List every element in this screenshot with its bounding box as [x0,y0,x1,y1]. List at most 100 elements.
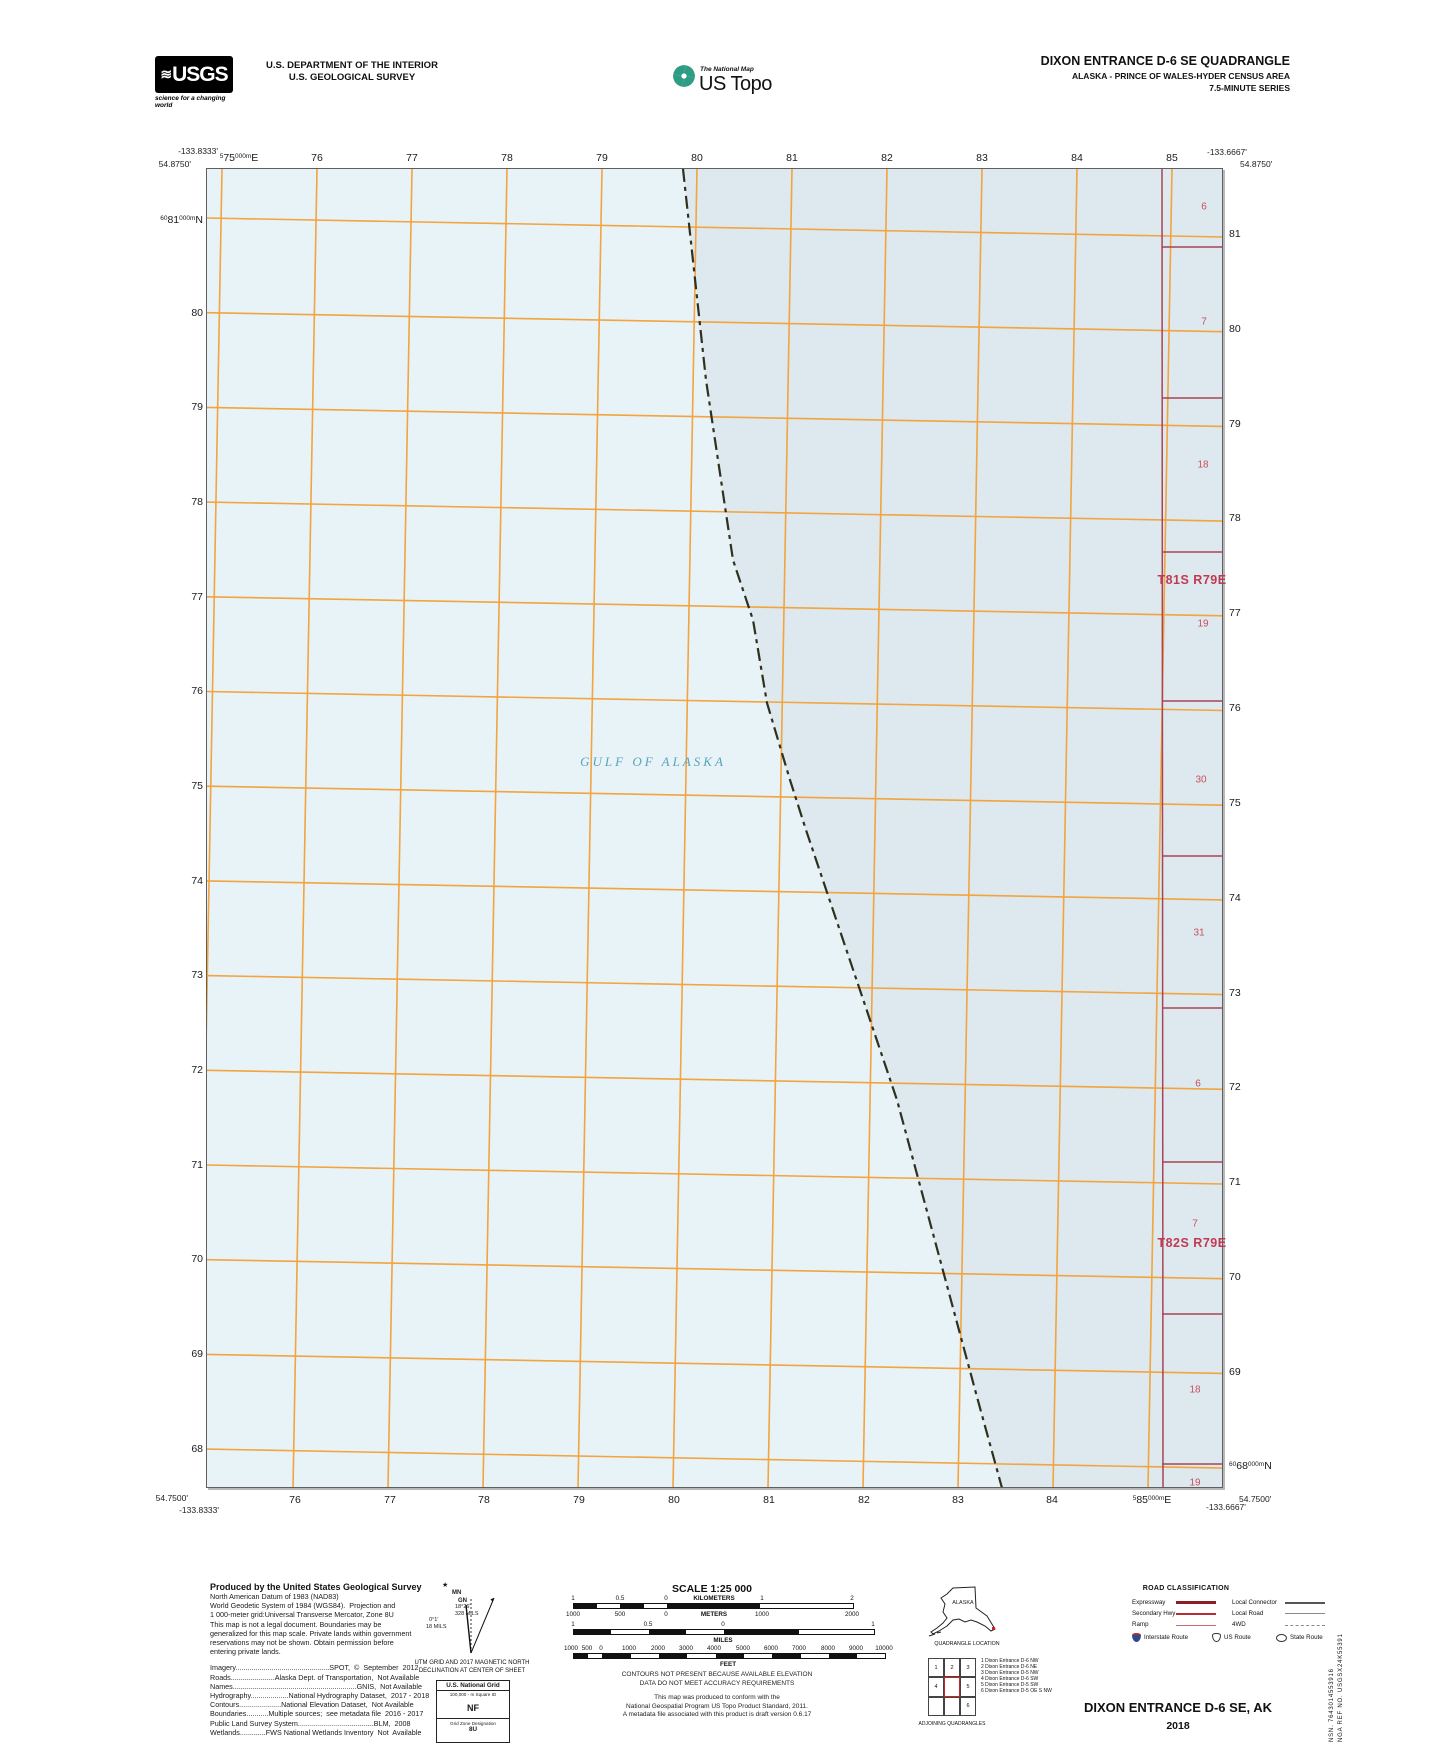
us-topo-wordmark: US Topo [699,73,772,95]
scale-title: SCALE 1:25 000 [672,1583,752,1595]
section-number: 30 [1195,774,1207,786]
road-class-label: Local Connector [1232,1599,1278,1606]
declination-caption-line2: DECLINATION AT CENTER OF SHEET [418,1668,526,1674]
contours-note: CONTOURS NOT PRESENT BECAUSE AVAILABLE E… [622,1671,813,1688]
scale-tick: 6000 [763,1645,779,1652]
source-line: Boundaries...........Multiple sources; s… [210,1709,424,1719]
corner-coord-top-right-lon: -133.6667' [1207,147,1247,157]
scale-unit-kilometers: KILOMETERS [693,1595,735,1602]
grid-label-northing: 69 [1229,1366,1241,1378]
standard-note-line3: A metadata file associated with this pro… [622,1711,812,1719]
map-canvas[interactable] [207,169,1223,1488]
alaska-label: ALASKA [952,1600,974,1606]
grid-label-easting: 79 [596,152,608,164]
grid-label-northing: 81 [1229,228,1241,240]
grid-label-easting-full-top: 575000mE [219,152,259,164]
quadrangle-title-block: DIXON ENTRANCE D-6 SE QUADRANGLE ALASKA … [990,54,1290,93]
grid-label-easting: 83 [976,152,988,164]
scale-tick: 0.5 [643,1621,653,1628]
corner-coord-top-left-lat: 54.8750' [158,159,191,169]
quadrangle-location-map: ALASKA [928,1586,996,1637]
route-type-label: State Route [1290,1634,1323,1641]
road-line-secondary [1176,1613,1216,1615]
legal-note: generalized for this map scale. Private … [210,1628,412,1638]
grid-label-easting: 82 [858,1494,870,1506]
section-number: 6 [1201,201,1207,213]
section-number: 6 [1195,1078,1201,1090]
scale-tick: 7000 [791,1645,807,1652]
grid-label-northing: 79 [191,401,203,413]
scale-tick: 0 [664,1611,668,1618]
grid-label-easting: 81 [763,1494,775,1506]
scale-tick: 0 [721,1621,725,1628]
scale-tick: 1000 [563,1645,579,1652]
grid-label-northing: 77 [191,591,203,603]
state-route-oval-icon [1276,1634,1287,1642]
usng-subtitle: 100,000 - m Square ID [449,1692,497,1697]
grid-label-northing-full-left: 6081000mN [160,214,203,226]
corner-coord-bottom-right-lat: 54.7500' [1239,1494,1272,1504]
quadrangle-location-caption: QUADRANGLE LOCATION [934,1641,1000,1647]
grid-label-easting: 79 [573,1494,585,1506]
magnetic-declination-degrees: 18°26′ [455,1604,471,1610]
grid-label-easting: 80 [691,152,703,164]
legal-note: reservations may not be shown. Obtain pe… [210,1638,394,1648]
route-type-label: US Route [1224,1634,1251,1641]
grid-label-easting: 80 [668,1494,680,1506]
scale-tick: 9000 [848,1645,864,1652]
grid-label-northing: 73 [1229,987,1241,999]
grid-label-northing: 69 [191,1348,203,1360]
adjoining-quadrangles-grid: 1 2 3 4 5 6 [928,1658,976,1716]
road-class-label: Secondary Hwy [1132,1610,1176,1617]
adjoining-list-item: 2 Dixon Entrance D-6 NE [981,1663,1038,1670]
water-area-east-of-boundary [683,169,1223,1488]
usng-zone-value: 8U [468,1726,478,1733]
standard-note-line2: National Geospatial Program US Topo Prod… [626,1702,808,1710]
scale-tick: 0 [664,1595,668,1602]
magnetic-north-label: MN [452,1590,462,1596]
international-boundary-line [681,169,1004,1488]
corner-coord-bottom-right-lon: -133.6667' [1206,1502,1246,1512]
datum-note: North American Datum of 1983 (NAD83) [210,1592,339,1601]
adjoining-cell-current [944,1677,960,1697]
usgs-logo: ≋ USGS [155,56,233,93]
declination-diagram [465,1597,495,1654]
department-heading: U.S. DEPARTMENT OF THE INTERIOR U.S. GEO… [262,60,442,84]
grid-label-northing: 71 [191,1159,203,1171]
corner-coord-top-left-lon: -133.8333' [178,146,218,156]
grid-label-easting-full-bottom: 585000mE [1132,1494,1172,1506]
grid-label-easting: 76 [311,152,323,164]
scale-unit-feet: FEET [719,1661,737,1668]
contours-note-line1: CONTOURS NOT PRESENT BECAUSE AVAILABLE E… [621,1671,813,1678]
grid-label-easting: 85 [1166,152,1178,164]
scale-tick: 2 [850,1595,854,1602]
adjoining-list-item: 3 Dixon Entrance D-5 NW [981,1669,1039,1676]
source-line: Imagery.................................… [210,1663,419,1673]
adjoining-cell: 2 [944,1658,960,1678]
grid-label-northing-full-right: 6068000mN [1229,1460,1272,1472]
grid-north-label: GN [458,1598,467,1604]
grid-declination-mils: 18 MILS [426,1624,447,1630]
grid-label-northing: 78 [1229,512,1241,524]
grid-label-northing: 72 [1229,1081,1241,1093]
interstate-shield-icon [1132,1633,1141,1642]
scale-tick: 0 [599,1645,603,1652]
scale-tick: 1 [871,1621,875,1628]
scale-bar-feet [573,1653,886,1659]
grid-declination-degrees: 0°1′ [429,1617,439,1623]
true-north-star: ★ [442,1582,449,1589]
grid-label-easting: 81 [786,152,798,164]
grid-label-northing: 78 [191,496,203,508]
scale-tick: 500 [614,1611,626,1618]
grid-label-northing: 73 [191,969,203,981]
corner-coord-top-right-lat: 54.8750' [1240,159,1273,169]
corner-coord-bottom-left-lon: -133.8333' [179,1505,219,1515]
grid-label-northing: 74 [1229,892,1241,904]
standard-note: This map was produced to conform with th… [623,1694,812,1720]
adjoining-list-item: 6 Dixon Entrance D-5 OE S NW [981,1687,1052,1694]
scale-tick: 1000 [754,1611,770,1618]
grid-label-easting: 83 [952,1494,964,1506]
source-line: Wetlands.............FWS National Wetlan… [210,1727,422,1737]
grid-label-northing: 79 [1229,418,1241,430]
